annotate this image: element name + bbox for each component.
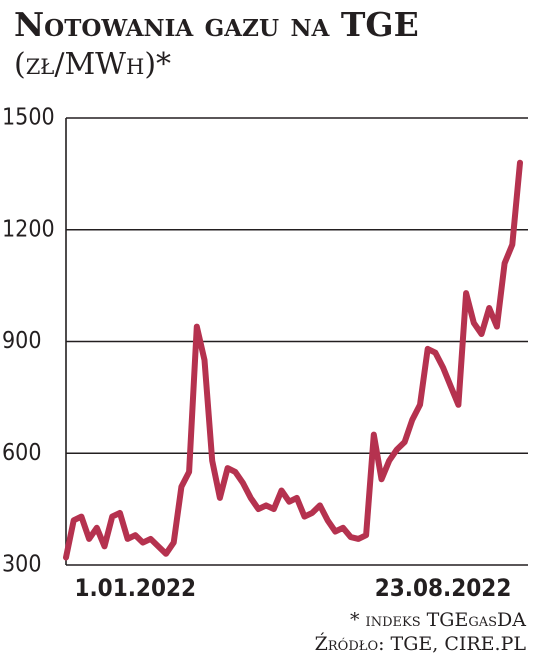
y-tick-label: 900 <box>2 328 42 354</box>
chart-subtitle: (zł/MWh)* <box>14 47 171 82</box>
source: Źródło: TGE, CIRE.PL <box>315 632 527 655</box>
x-tick-label: 23.08.2022 <box>375 574 512 602</box>
y-tick-label: 1200 <box>2 216 55 242</box>
y-tick-label: 600 <box>2 440 42 466</box>
y-tick-label: 1500 <box>2 105 55 131</box>
data-line <box>63 159 523 561</box>
footnote: * indeks TGEgasDA <box>350 609 526 631</box>
y-tick-label: 300 <box>2 552 42 578</box>
x-tick-label: 1.01.2022 <box>74 574 196 602</box>
chart-title: Notowania gazu na TGE <box>14 5 419 44</box>
